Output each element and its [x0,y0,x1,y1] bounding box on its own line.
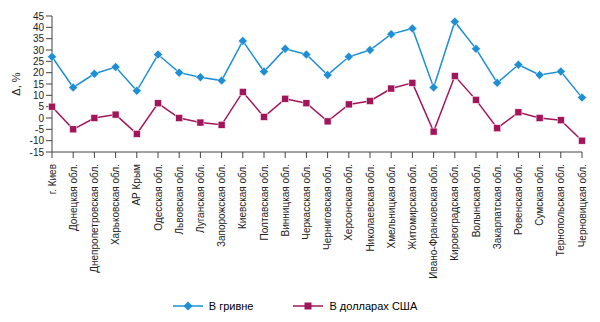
svg-text:Черниговская обл.: Черниговская обл. [322,164,333,250]
svg-text:Δ, %: Δ, % [10,72,22,95]
svg-text:Житомирская обл.: Житомирская обл. [407,164,418,250]
html-text:В долларах США: В долларах США [329,300,418,312]
svg-text:Тернопольская обл.: Тернопольская обл. [555,164,566,256]
svg-text:Одесская обл.: Одесская обл. [153,164,164,231]
svg-text:Ровенская обл.: Ровенская обл. [513,164,524,235]
svg-text:20: 20 [33,67,45,78]
svg-text:35: 35 [33,33,45,44]
svg-text:0: 0 [38,113,44,124]
svg-text:30: 30 [33,45,45,56]
svg-text:Полтавская обл.: Полтавская обл. [259,164,270,240]
svg-text:Хмельницкая обл.: Хмельницкая обл. [386,164,397,248]
svg-text:Харьковская обл.: Харьковская обл. [110,164,121,245]
svg-text:-10: -10 [30,135,45,146]
svg-text:Львовская обл.: Львовская обл. [174,164,185,235]
svg-text:Донецкая обл.: Донецкая обл. [68,164,79,231]
html-text:В гривне: В гривне [208,300,254,312]
svg-text:Киевская обл.: Киевская обл. [237,164,248,229]
svg-text:Винницкая обл.: Винницкая обл. [280,164,291,236]
svg-text:г. Киев: г. Киев [47,164,58,194]
svg-text:Запорожская обл.: Запорожская обл. [216,164,227,247]
svg-text:Николаевская обл.: Николаевская обл. [365,164,376,252]
svg-text:-5: -5 [35,124,44,135]
svg-text:15: 15 [33,79,45,90]
svg-text:АР Крым: АР Крым [131,164,142,206]
svg-text:Закарпатская обл.: Закарпатская обл. [492,164,503,249]
svg-text:40: 40 [33,22,45,33]
svg-text:25: 25 [33,56,45,67]
svg-text:Волынская обл.: Волынская обл. [471,164,482,237]
svg-text:Черкасская обл.: Черкасская обл. [301,164,312,240]
svg-text:Днепропетровская обл.: Днепропетровская обл. [89,164,100,273]
svg-text:-15: -15 [30,147,45,158]
svg-text:Кировоградская обл.: Кировоградская обл. [449,164,460,261]
svg-text:Луганская обл.: Луганская обл. [195,164,206,233]
svg-text:Черновицкая обл.: Черновицкая обл. [577,164,588,247]
svg-text:45: 45 [33,11,45,22]
svg-text:10: 10 [33,90,45,101]
svg-text:Херсонская обл.: Херсонская обл. [343,164,354,241]
svg-text:Сумская обл.: Сумская обл. [534,164,545,226]
svg-text:5: 5 [38,101,44,112]
svg-text:Ивано-Франковская обл.: Ивано-Франковская обл. [428,164,439,279]
